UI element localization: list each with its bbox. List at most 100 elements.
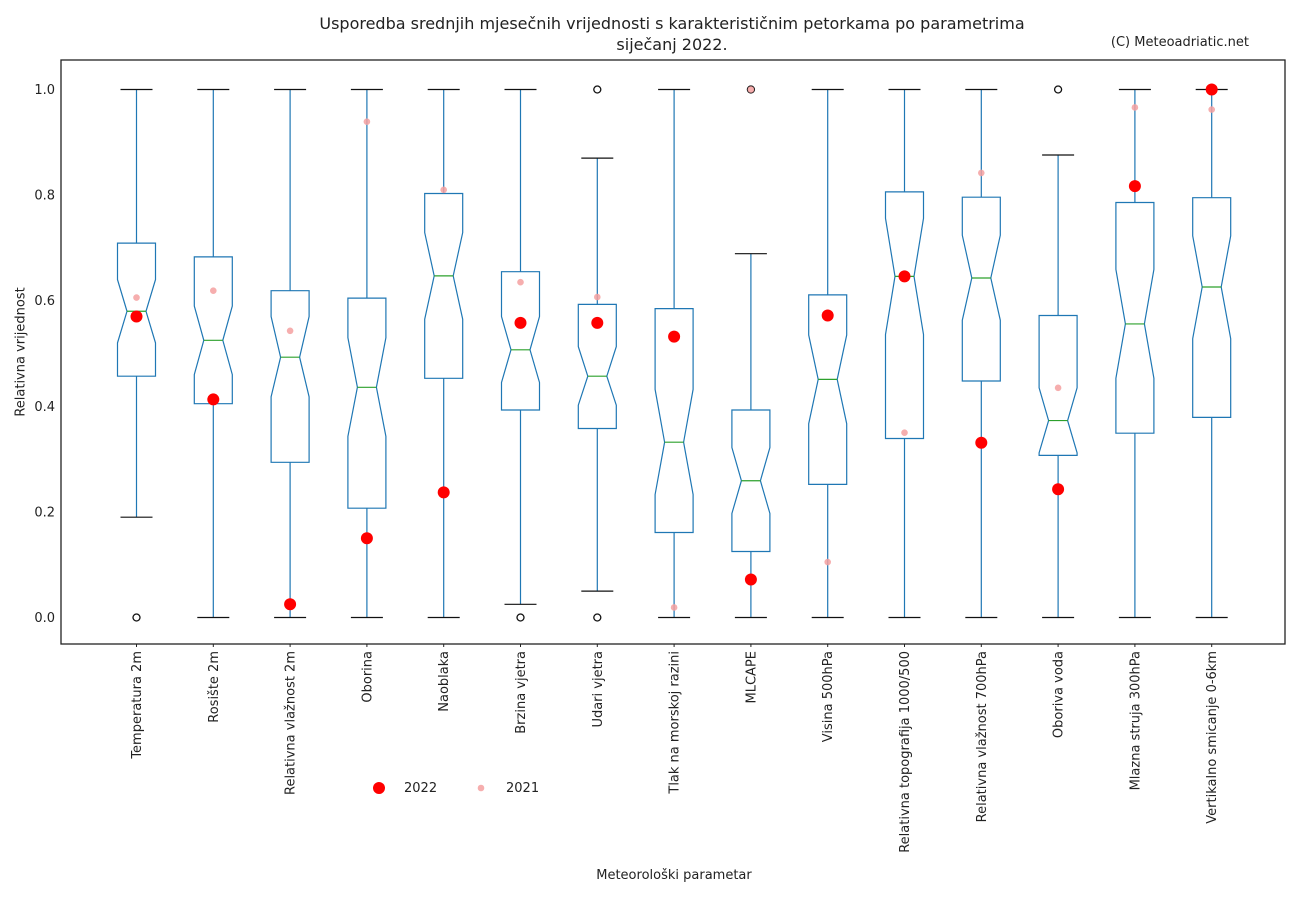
x-tick-label: Brzina vjetra bbox=[514, 651, 529, 734]
box-7 bbox=[654, 88, 694, 619]
point-2021 bbox=[1131, 104, 1139, 111]
point-2021 bbox=[517, 278, 524, 286]
chart-subtitle: siječanj 2022. bbox=[616, 35, 728, 54]
notched-box bbox=[731, 409, 771, 553]
credit-text: (C) Meteoadriatic.net bbox=[1110, 35, 1249, 50]
notched-box bbox=[961, 196, 1001, 382]
box-13 bbox=[1115, 88, 1155, 619]
legend-marker-2021 bbox=[477, 784, 485, 792]
box-9 bbox=[808, 88, 848, 619]
legend-label-2022: 2022 bbox=[404, 781, 437, 796]
legend-marker-2022 bbox=[373, 782, 385, 794]
x-tick-label: Udari vjetra bbox=[591, 651, 606, 728]
point-2022 bbox=[1052, 483, 1065, 496]
box-6 bbox=[577, 85, 617, 622]
flier-point bbox=[132, 613, 141, 622]
x-tick-label: Relativna vlažnost 2m bbox=[284, 651, 299, 795]
x-tick-label: Mlazna struja 300hPa bbox=[1128, 651, 1143, 790]
box-4 bbox=[424, 88, 464, 619]
box-14 bbox=[1192, 88, 1232, 619]
x-tick-label: Vertikalno smicanje 0-6km bbox=[1205, 651, 1220, 824]
point-2022 bbox=[1128, 180, 1141, 193]
notched-box bbox=[1192, 197, 1232, 418]
point-2022 bbox=[898, 270, 911, 283]
point-2022 bbox=[514, 316, 527, 329]
point-2021 bbox=[133, 294, 140, 301]
point-2022 bbox=[975, 436, 988, 449]
box-2 bbox=[270, 88, 310, 619]
x-tick-label: Oborina bbox=[360, 651, 375, 703]
x-tick-label: Temperatura 2m bbox=[130, 651, 145, 760]
plot-frame bbox=[60, 59, 1286, 645]
y-tick-label: 1.0 bbox=[34, 83, 55, 98]
point-2022 bbox=[360, 532, 373, 545]
x-tick-label: Naoblaka bbox=[437, 651, 452, 712]
y-axis-ticks: 0.0 0.2 0.4 0.6 0.8 1.0 bbox=[34, 83, 55, 626]
flier-point bbox=[516, 613, 525, 622]
point-2022 bbox=[668, 330, 681, 343]
flier-point bbox=[746, 85, 756, 94]
notched-box bbox=[270, 290, 310, 463]
x-tick-label: Visina 500hPa bbox=[821, 651, 836, 742]
chart-title: Usporedba srednjih mjesečnih vrijednosti… bbox=[319, 14, 1025, 33]
x-tick-label: MLCAPE bbox=[744, 651, 759, 703]
box-1 bbox=[193, 88, 233, 619]
notched-box bbox=[1038, 314, 1078, 456]
y-tick-label: 0.2 bbox=[34, 505, 55, 520]
point-2021 bbox=[210, 287, 217, 294]
notched-box bbox=[654, 308, 694, 534]
y-tick-label: 0.4 bbox=[34, 400, 55, 415]
point-2021 bbox=[670, 604, 678, 611]
box-12 bbox=[1038, 85, 1078, 619]
y-tick-label: 0.8 bbox=[34, 189, 55, 204]
notched-box bbox=[500, 271, 541, 411]
notched-box bbox=[1115, 201, 1155, 434]
notched-box bbox=[116, 242, 157, 377]
x-axis-ticks: Temperatura 2m Rosište 2m Relativna vlažno… bbox=[130, 644, 1220, 853]
y-axis-label: Relativna vrijednost bbox=[13, 287, 29, 417]
boxplot-layer bbox=[116, 85, 1232, 622]
point-2022 bbox=[207, 393, 220, 406]
y-tick-label: 0.0 bbox=[34, 611, 55, 626]
box-5 bbox=[500, 88, 541, 622]
x-tick-label: Oboriva voda bbox=[1052, 651, 1067, 738]
point-2022 bbox=[437, 486, 450, 499]
point-2021 bbox=[824, 558, 831, 566]
notched-box bbox=[577, 303, 617, 430]
legend: 2022 2021 bbox=[373, 781, 539, 796]
point-2022 bbox=[130, 310, 143, 323]
x-tick-label: Relativna vlažnost 700hPa bbox=[975, 651, 990, 822]
x-axis-label: Meteorološki parametar bbox=[596, 868, 752, 883]
x-tick-label: Rosište 2m bbox=[207, 651, 222, 723]
point-2021 bbox=[440, 186, 448, 194]
flier-point bbox=[593, 85, 602, 94]
flier-point bbox=[593, 613, 602, 622]
point-2022 bbox=[821, 309, 834, 322]
notched-box bbox=[808, 294, 848, 485]
point-2021 bbox=[747, 86, 755, 93]
x-tick-label: Relativna topografija 1000/500 bbox=[898, 651, 913, 853]
notched-box bbox=[193, 256, 233, 405]
point-2021 bbox=[594, 293, 601, 301]
notched-box bbox=[347, 297, 387, 509]
legend-label-2021: 2021 bbox=[506, 781, 539, 796]
point-2021 bbox=[1208, 106, 1215, 113]
point-2021 bbox=[978, 169, 985, 177]
point-2022 bbox=[591, 316, 604, 329]
notched-box bbox=[884, 191, 925, 440]
y-tick-label: 0.6 bbox=[34, 294, 55, 309]
point-2021 bbox=[901, 429, 908, 437]
box-10 bbox=[884, 88, 925, 619]
x-tick-label: Tlak na morskoj razini bbox=[668, 651, 683, 795]
notched-box bbox=[424, 192, 464, 379]
point-2021 bbox=[363, 118, 371, 126]
box-8 bbox=[731, 85, 771, 619]
point-2022 bbox=[284, 598, 297, 611]
flier-point bbox=[1053, 85, 1063, 94]
point-2022 bbox=[1205, 83, 1218, 96]
point-2021 bbox=[286, 327, 294, 335]
point-2021 bbox=[1054, 384, 1062, 392]
point-2022 bbox=[744, 573, 757, 586]
points-layer bbox=[130, 83, 1218, 611]
